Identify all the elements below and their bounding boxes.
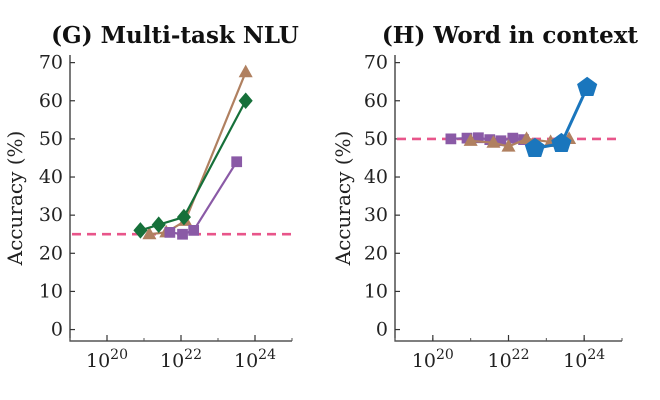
data-point-pentagon xyxy=(577,76,598,96)
data-point-triangle xyxy=(238,64,253,78)
y-tick-label: 10 xyxy=(364,280,388,302)
y-tick-label: 0 xyxy=(376,319,388,341)
y-tick-label: 40 xyxy=(364,166,388,188)
axis-lines xyxy=(394,55,622,342)
data-point-triangle xyxy=(501,138,516,152)
axis-lines xyxy=(69,55,292,342)
data-point-diamond xyxy=(238,92,253,110)
data-point-triangle xyxy=(142,226,157,240)
y-tick-label: 20 xyxy=(364,242,388,264)
data-point-pentagon xyxy=(524,137,546,158)
y-tick-label: 50 xyxy=(39,128,63,150)
data-point-square xyxy=(445,133,457,145)
y-tick-label: 60 xyxy=(364,90,388,112)
series-line-square xyxy=(169,161,238,236)
data-point-pentagon xyxy=(551,132,572,153)
data-point-diamond xyxy=(151,216,166,233)
data-point-triangle xyxy=(519,131,534,144)
x-tick-label: 1024 xyxy=(234,347,276,372)
data-point-triangle xyxy=(486,135,501,148)
data-point-square xyxy=(177,228,188,240)
y-tick-label: 60 xyxy=(39,90,63,112)
data-point-diamond xyxy=(133,222,148,239)
y-tick-label: 70 xyxy=(39,52,63,74)
x-tick-label: 1020 xyxy=(86,347,128,372)
series-line-triangle xyxy=(149,71,247,236)
x-tick-label: 1022 xyxy=(160,347,202,372)
y-tick-label: 30 xyxy=(39,204,63,226)
y-tick-label: 50 xyxy=(364,128,388,150)
x-tick-label: 1020 xyxy=(412,347,454,372)
x-tick-label: 1022 xyxy=(487,347,529,372)
y-axis-label: Accuracy (%) xyxy=(3,131,27,267)
y-tick-label: 30 xyxy=(364,204,388,226)
data-point-square xyxy=(188,225,200,236)
data-point-square xyxy=(231,156,243,168)
data-point-diamond xyxy=(176,208,191,226)
y-tick-label: 40 xyxy=(39,166,63,188)
y-tick-label: 20 xyxy=(39,242,63,264)
data-point-square xyxy=(164,226,176,238)
chart-title: (G) Multi-task NLU xyxy=(51,22,299,49)
y-tick-label: 10 xyxy=(39,280,63,302)
data-point-triangle xyxy=(463,133,478,146)
chart-title: (H) Word in context xyxy=(382,22,639,49)
y-tick-label: 70 xyxy=(364,52,388,74)
series-line-diamond xyxy=(140,100,247,232)
x-tick-label: 1024 xyxy=(563,347,605,372)
y-axis-label: Accuracy (%) xyxy=(331,131,355,267)
y-tick-label: 0 xyxy=(51,319,63,341)
